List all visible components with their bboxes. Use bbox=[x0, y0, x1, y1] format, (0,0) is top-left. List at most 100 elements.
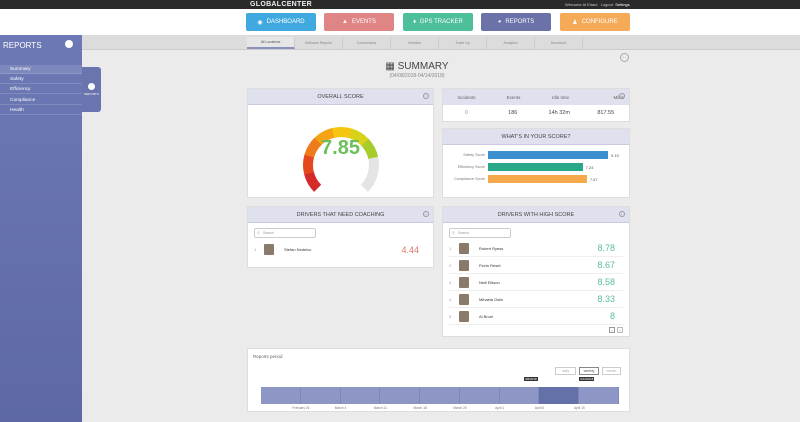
top-bar bbox=[0, 0, 800, 9]
avatar bbox=[459, 293, 469, 305]
driver-row[interactable]: 3 Neill Ellison 8.58 bbox=[449, 274, 623, 291]
info-icon[interactable]: i bbox=[423, 93, 429, 99]
chart-icon: ◕ bbox=[497, 19, 502, 25]
tab-4[interactable]: Trade Up bbox=[439, 37, 487, 49]
driver-name: Florin Reset bbox=[479, 262, 501, 268]
sidebar-item-safety[interactable]: Safety bbox=[0, 75, 82, 84]
reports-period-panel: Reports period daily weekly month 4/8/20… bbox=[247, 348, 630, 412]
period-segment[interactable] bbox=[579, 387, 619, 404]
sidebar-item-label: Compliance bbox=[10, 97, 36, 103]
nav-configure[interactable]: ♟ CONFIGURE bbox=[560, 13, 630, 31]
period-segment[interactable] bbox=[420, 387, 460, 404]
nav-label: DASHBOARD bbox=[266, 19, 305, 25]
score-bar bbox=[488, 151, 608, 159]
driver-score: 8.33 bbox=[597, 294, 615, 304]
logout-link[interactable]: Logout bbox=[600, 2, 613, 7]
nav-label: REPORTS bbox=[505, 19, 535, 25]
monthly-button[interactable]: month bbox=[602, 367, 621, 375]
nav-dashboard[interactable]: ◉ DASHBOARD bbox=[246, 13, 316, 31]
avatar bbox=[459, 259, 469, 271]
period-segment[interactable] bbox=[261, 387, 301, 404]
score-bar bbox=[488, 175, 587, 183]
sidebar-item-efficiency[interactable]: Efficiency bbox=[0, 85, 82, 94]
gauge-fill-segment bbox=[304, 171, 322, 192]
tab-3[interactable]: Vehicles bbox=[391, 37, 439, 49]
user-menu[interactable]: Welcome Al Eriani Logout Settings bbox=[565, 2, 630, 7]
stat-header: Incidents bbox=[457, 94, 476, 100]
search-placeholder: Search bbox=[263, 231, 275, 235]
period-segment[interactable] bbox=[380, 387, 421, 404]
back-icon[interactable]: ← bbox=[620, 53, 629, 62]
period-segment[interactable] bbox=[341, 387, 381, 404]
prev-page-button[interactable]: ‹ bbox=[609, 327, 615, 333]
driver-row[interactable]: 5 Al Bruni 8 bbox=[449, 308, 623, 325]
driver-name: Al Bruni bbox=[479, 313, 494, 319]
reports-float-tab[interactable]: REPORTS bbox=[82, 67, 101, 112]
period-title: Reports period bbox=[253, 354, 283, 359]
range-start-tooltip: 4/8/2018 bbox=[524, 377, 538, 381]
info-icon[interactable]: i bbox=[619, 211, 625, 217]
avatar bbox=[459, 310, 469, 322]
period-segment[interactable] bbox=[539, 387, 580, 404]
sidebar-item-label: Health bbox=[10, 107, 24, 113]
next-page-button[interactable]: › bbox=[617, 327, 623, 333]
timeline-label: March 4 bbox=[334, 406, 347, 410]
stat-header: Events bbox=[506, 94, 521, 100]
driver-rank: 2 bbox=[449, 262, 452, 268]
info-icon[interactable]: i bbox=[423, 211, 429, 217]
miles-value: 817.55 bbox=[597, 110, 615, 116]
avatar bbox=[264, 244, 274, 255]
tab-0[interactable]: All Locations bbox=[247, 37, 295, 49]
high-search-input[interactable]: ⚲ Search bbox=[449, 228, 511, 238]
user-icon: ♟ bbox=[572, 19, 578, 26]
pin-icon: ⬧ bbox=[413, 18, 416, 25]
daily-button[interactable]: daily bbox=[555, 367, 576, 375]
driver-row[interactable]: 2 Florin Reset 8.67 bbox=[449, 257, 623, 274]
score-value: 7.24 bbox=[585, 165, 594, 170]
nav-reports[interactable]: ◕ REPORTS bbox=[481, 13, 551, 31]
settings-link[interactable]: Settings bbox=[615, 2, 630, 7]
driver-row[interactable]: 1 Robert Ryess 8.78 bbox=[449, 240, 623, 257]
nav-events[interactable]: ▲ EVENTS bbox=[324, 13, 394, 31]
timeline-label: March 18 bbox=[413, 406, 427, 410]
score-label: Efficiency Score bbox=[457, 165, 485, 169]
tab-6[interactable]: Download bbox=[535, 37, 583, 49]
timeline-label: April 1 bbox=[495, 406, 505, 410]
nav-label: EVENTS bbox=[351, 19, 376, 25]
driver-score: 8.58 bbox=[597, 277, 615, 287]
driver-name: Robert Ryess bbox=[479, 245, 504, 251]
driver-row[interactable]: 1 Stefan Nedelcu 4.44 bbox=[254, 240, 427, 259]
sidebar-item-health[interactable]: Health bbox=[0, 106, 82, 115]
panel-title: OVERALL SCORE bbox=[317, 93, 364, 100]
date-range: (04/08/2018-04/14/2018) bbox=[389, 73, 445, 79]
stats-panel: Incidents Events Idle time Miles i 0 186… bbox=[442, 88, 630, 122]
driver-row[interactable]: 4 Mihaela Oslin 8.33 bbox=[449, 291, 623, 308]
period-timeline[interactable] bbox=[261, 387, 619, 404]
stat-header: Miles bbox=[613, 94, 624, 100]
tab-5[interactable]: Analytics bbox=[487, 37, 535, 49]
driver-rank: 5 bbox=[449, 313, 452, 319]
score-label: Compliance Score bbox=[453, 177, 485, 181]
info-icon[interactable]: i bbox=[619, 93, 625, 99]
score-value: 7.57 bbox=[589, 177, 598, 182]
weekly-button[interactable]: weekly bbox=[579, 367, 599, 375]
sidebar-item-compliance[interactable]: Compliance bbox=[0, 96, 82, 105]
driver-rank: 3 bbox=[449, 279, 452, 285]
nav-gps-tracker[interactable]: ⬧ GPS TRACKER bbox=[403, 13, 473, 31]
driver-score: 8.78 bbox=[597, 243, 615, 253]
period-segment[interactable] bbox=[301, 387, 341, 404]
tab-2[interactable]: Connections bbox=[343, 37, 391, 49]
period-segment[interactable] bbox=[500, 387, 540, 404]
coaching-search-input[interactable]: ⚲ Search bbox=[254, 228, 316, 238]
gauge-fill-segment bbox=[361, 138, 379, 160]
sidebar-item-summary[interactable]: Summary bbox=[0, 65, 82, 74]
period-segment[interactable] bbox=[460, 387, 500, 404]
driver-name: Stefan Nedelcu bbox=[284, 247, 312, 252]
score-label: Safety Score bbox=[463, 153, 485, 157]
tab-1[interactable]: Software Reports bbox=[295, 37, 343, 49]
high-score-panel: DRIVERS WITH HIGH SCORE i ⚲ Search 1 Robert… bbox=[442, 206, 630, 337]
welcome-text: Welcome Al Eriani bbox=[565, 2, 598, 7]
main-nav: ◉ DASHBOARD ▲ EVENTS ⬧ GPS TRACKER ◕ REPORTS… bbox=[0, 9, 800, 35]
page-title: ▦ SUMMARY bbox=[385, 61, 449, 72]
driver-rank: 1 bbox=[254, 247, 257, 252]
